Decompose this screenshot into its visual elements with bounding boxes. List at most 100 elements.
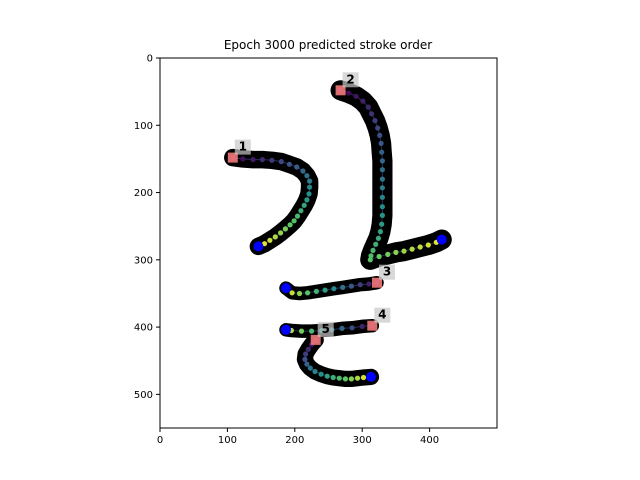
stroke-1-point	[278, 230, 284, 236]
stroke-2-point	[379, 194, 385, 200]
stroke-3-point	[322, 287, 328, 293]
stroke-1-label-box	[234, 139, 251, 155]
stroke-2-point	[409, 246, 415, 252]
stroke-1-point	[269, 157, 275, 163]
stroke-2-point	[401, 248, 407, 254]
stroke-5-start-marker	[310, 334, 321, 345]
stroke-1-point	[272, 234, 278, 240]
stroke-5-point	[330, 374, 336, 381]
stroke-5-end-marker	[366, 371, 376, 382]
stroke-2-point	[372, 118, 378, 124]
stroke-5-point	[305, 346, 311, 352]
stroke-3-point	[305, 290, 311, 296]
stroke-2-label: 2	[346, 72, 354, 86]
stroke-2-point	[360, 98, 366, 104]
y-tick-label: 400	[134, 323, 153, 334]
stroke-4-point	[359, 323, 365, 329]
y-tick-label: 300	[134, 255, 153, 266]
axes-frame	[159, 57, 498, 429]
y-axis: 0 100 200 300 400 500	[134, 54, 160, 401]
stroke-3-point	[296, 290, 303, 297]
stroke-1-start-marker	[227, 152, 238, 163]
stroke-path-2	[340, 89, 442, 261]
stroke-2-point	[375, 125, 381, 131]
stroke-2-start-marker	[335, 85, 346, 96]
stroke-2-point	[365, 104, 371, 110]
stroke-1-point	[304, 173, 310, 179]
stroke-4-point	[309, 328, 315, 334]
stroke-5-point	[336, 375, 342, 381]
stroke-2-point	[385, 251, 391, 257]
stroke-2-point	[379, 185, 385, 191]
stroke-1-point	[304, 197, 310, 203]
stroke-number-labels: 1 2 3 4 5	[234, 72, 395, 337]
stroke-2-point	[370, 247, 376, 253]
stroke-1-end-marker	[253, 241, 264, 252]
x-tick-label: 400	[420, 435, 439, 446]
stroke-2-point	[376, 253, 382, 260]
stroke-3-start-marker	[372, 277, 382, 288]
stroke-2-point	[369, 111, 375, 117]
stroke-2-point	[379, 167, 385, 173]
stroke-1-point	[298, 208, 304, 214]
stroke-1-point	[261, 241, 268, 247]
stroke-5-point	[318, 371, 324, 377]
stroke-4-start-marker	[367, 320, 378, 331]
stroke-5-point	[304, 361, 310, 367]
stroke-1-point	[267, 237, 273, 243]
stroke-3-point	[366, 281, 372, 287]
stroke-3-point	[331, 286, 337, 292]
stroke-1-point	[307, 184, 313, 190]
stroke-3-end-marker	[281, 283, 291, 294]
stroke-1-point	[287, 222, 293, 228]
stroke-2-point	[373, 241, 379, 247]
stroke-4-end-marker	[281, 324, 291, 335]
stroke-1-point	[286, 161, 292, 167]
stroke-2-point	[368, 253, 374, 259]
stroke-1-point	[282, 226, 288, 232]
x-axis: 0 100 200 300 400	[157, 428, 439, 446]
stroke-2-label-box	[342, 72, 359, 88]
stroke-5-label-box	[317, 321, 334, 337]
x-tick-label: 200	[285, 435, 304, 446]
stroke-1-label: 1	[239, 140, 247, 154]
stroke-5-label: 5	[322, 322, 330, 336]
stroke-5-point	[307, 365, 313, 371]
stroke-3-point	[289, 290, 295, 296]
stroke-1-point	[294, 213, 301, 219]
y-tick-label: 200	[134, 188, 153, 199]
stroke-3-label: 3	[383, 265, 391, 279]
stroke-3-point	[348, 283, 354, 289]
stroke-2-end-marker	[436, 234, 447, 245]
stroke-1-point	[259, 157, 265, 163]
stroke-4-point	[349, 325, 355, 331]
stroke-1-point	[306, 191, 312, 197]
stroke-5-point	[354, 375, 361, 381]
stroke-2-point	[379, 204, 385, 210]
stroke-2-point	[378, 140, 384, 146]
stroke-1-point	[300, 168, 306, 174]
stroke-2-point	[375, 235, 381, 241]
predicted-points	[227, 85, 447, 382]
stroke-4-label: 4	[378, 308, 386, 322]
stroke-3-point	[340, 284, 346, 290]
stroke-5-point	[324, 373, 330, 379]
stroke-2-point	[346, 90, 352, 96]
x-tick-label: 300	[353, 435, 372, 446]
stroke-5-point	[360, 374, 367, 381]
stroke-1-point	[291, 218, 297, 224]
stroke-5-point	[348, 376, 354, 382]
stroke-2-point	[425, 242, 431, 248]
stroke-2-point	[417, 244, 423, 250]
stroke-1-point	[240, 156, 246, 162]
stroke-5-point	[302, 356, 308, 362]
y-tick-label: 0	[147, 54, 153, 65]
stroke-1-point	[278, 159, 284, 165]
stroke-1-point	[294, 164, 300, 170]
stroke-2-point	[379, 149, 385, 155]
x-tick-label: 100	[218, 435, 237, 446]
stroke-1-point	[307, 178, 313, 184]
stroke-2-point	[379, 176, 385, 182]
stroke-4-point	[298, 328, 305, 334]
